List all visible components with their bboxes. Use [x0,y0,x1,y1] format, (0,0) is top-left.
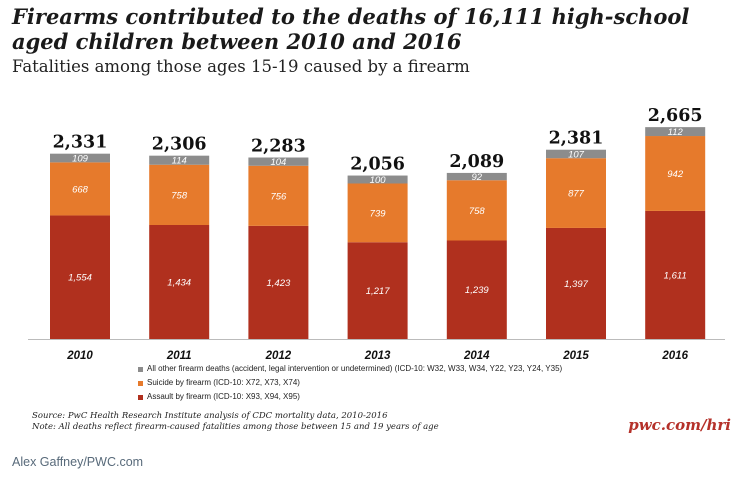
legend-label-other: All other firearm deaths (accident, lega… [147,364,563,373]
legend-item-other: All other firearm deaths (accident, lega… [138,363,562,375]
bar-assault-2013 [347,242,408,339]
legend: All other firearm deaths (accident, lega… [138,363,562,405]
x-tick-label-2013: 2013 [364,350,391,362]
data-label-all-2016: 112 [668,127,684,138]
legend-swatch-suicide [138,380,143,386]
x-tick-label-2015: 2015 [562,350,589,362]
total-label-2012: 2,283 [251,137,306,157]
source-notes: Source: PwC Health Research Institute an… [32,411,439,433]
bar-assault-2015 [546,227,606,339]
bar-assault-2016 [645,210,706,339]
legend-swatch-other [138,366,143,372]
data-label-all-2010: 109 [72,154,89,165]
data-label-assault-2016: 1,611 [664,270,687,281]
data-label-assault-2013: 1,217 [366,286,390,297]
data-label-all-2015: 107 [568,149,585,160]
bar-all-2010 [50,153,110,163]
data-label-suicide-2011: 758 [171,190,188,201]
bar-suicide-2015 [546,158,606,228]
total-label-2016: 2,665 [648,106,703,126]
data-label-all-2012: 104 [270,157,286,168]
data-label-suicide-2013: 739 [370,208,387,219]
data-label-suicide-2014: 758 [469,206,486,217]
bar-all-2016 [645,127,706,137]
data-label-all-2013: 100 [370,175,387,186]
bar-suicide-2016 [645,136,706,211]
note-text: Note: All deaths reflect firearm-caused … [32,422,439,432]
legend-item-suicide: Suicide by firearm (ICD-10: X72, X73, X7… [138,377,562,389]
source-text: Source: PwC Health Research Institute an… [32,411,388,421]
bar-assault-2011 [149,224,210,339]
legend-item-assault: Assault by firearm (ICD-10: X93, X94, X9… [138,391,562,403]
brand-link[interactable]: pwc.com/hri [628,416,731,434]
total-label-2015: 2,381 [549,129,604,149]
chart-title: Firearms contributed to the deaths of 16… [12,4,690,54]
bar-all-2012 [248,157,309,166]
x-tick-label-2010: 2010 [66,350,93,362]
bar-assault-2010 [50,215,110,339]
bar-all-2014 [446,172,507,181]
data-label-assault-2010: 1,554 [68,273,92,284]
legend-label-suicide: Suicide by firearm (ICD-10: X72, X73, X7… [147,378,300,387]
x-tick-label-2011: 2011 [166,350,192,362]
total-label-2011: 2,306 [152,135,207,155]
total-label-2013: 2,056 [350,155,405,175]
bar-assault-2014 [446,240,507,339]
photo-credit: Alex Gaffney/PWC.com [12,455,144,469]
chart-card: Firearms contributed to the deaths of 16… [12,4,731,434]
bar-suicide-2012 [248,165,309,226]
data-label-assault-2012: 1,423 [267,278,291,289]
data-label-suicide-2010: 668 [72,184,89,195]
data-label-suicide-2016: 942 [667,169,684,180]
total-label-2010: 2,331 [53,133,108,153]
bar-suicide-2010 [50,162,110,216]
x-tick-label-2012: 2012 [265,350,292,362]
data-label-suicide-2012: 756 [270,191,287,202]
data-label-all-2011: 114 [172,156,187,167]
bar-all-2015 [546,149,606,159]
x-tick-label-2016: 2016 [661,350,688,362]
bar-suicide-2011 [149,164,210,225]
data-label-assault-2015: 1,397 [564,279,588,290]
total-label-2014: 2,089 [449,152,504,172]
data-label-assault-2014: 1,239 [465,285,489,296]
legend-label-assault: Assault by firearm (ICD-10: X93, X94, X9… [147,392,300,401]
bar-suicide-2013 [347,183,408,243]
x-tick-label-2014: 2014 [463,350,490,362]
data-label-all-2014: 92 [472,172,483,183]
data-label-assault-2011: 1,434 [167,277,191,288]
data-label-suicide-2015: 877 [568,189,585,200]
chart-subtitle: Fatalities among those ages 15-19 caused… [12,57,470,76]
bar-assault-2012 [248,225,309,339]
bar-all-2011 [149,155,210,165]
bar-suicide-2014 [446,180,507,241]
legend-swatch-assault [138,394,143,400]
bar-all-2013 [347,175,408,184]
